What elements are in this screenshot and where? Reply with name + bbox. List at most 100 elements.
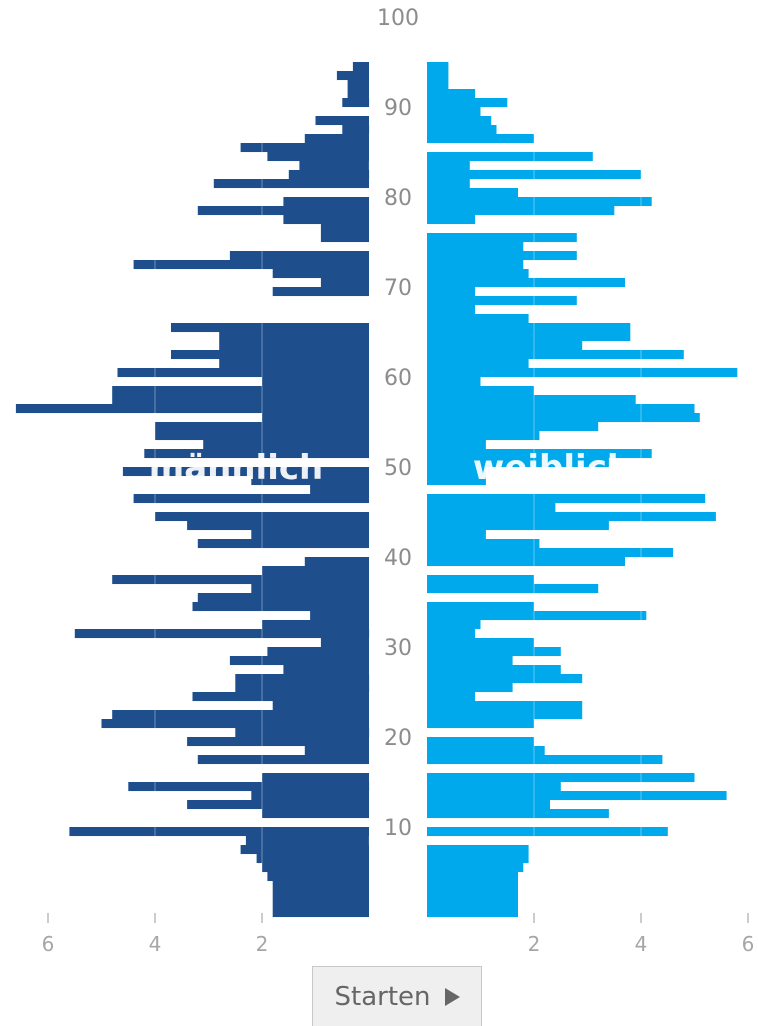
male-bar-age-15 xyxy=(128,782,370,792)
male-bar-age-70 xyxy=(272,287,369,297)
female-bar-age-79 xyxy=(427,206,615,216)
male-bar-age-27 xyxy=(235,674,370,684)
female-bar-age-32 xyxy=(427,629,476,639)
female-bar-age-20 xyxy=(427,737,534,747)
female-bar-age-74 xyxy=(427,251,577,261)
male-bar-age-86 xyxy=(240,143,369,153)
female-bar-age-18 xyxy=(427,755,663,765)
male-bar-age-55 xyxy=(155,422,369,432)
male-bar-age-87 xyxy=(304,134,369,144)
male-bar-age-23 xyxy=(112,710,369,720)
male-bar-age-3 xyxy=(272,890,369,900)
male-bar-age-92 xyxy=(347,89,369,99)
male-bar-age-73 xyxy=(133,260,369,270)
female-bar-age-1 xyxy=(427,908,518,918)
female-bar-age-81 xyxy=(427,188,518,198)
female-bar-age-27 xyxy=(427,674,583,684)
female-bar-age-15 xyxy=(427,782,561,792)
male-bar-age-6 xyxy=(262,863,369,873)
male-bar-age-21 xyxy=(235,728,370,738)
male-bar-age-89 xyxy=(315,116,369,126)
female-bar-age-38 xyxy=(427,575,534,585)
female-bar-age-93 xyxy=(427,80,449,90)
male-bar-age-9 xyxy=(245,836,369,846)
grid-overlay xyxy=(154,60,642,917)
male-bar-age-25 xyxy=(192,692,369,702)
age-tick-label-60: 60 xyxy=(384,366,412,391)
male-bar-age-14 xyxy=(251,791,369,801)
male-bar-age-7 xyxy=(256,854,369,864)
play-icon xyxy=(444,987,460,1006)
age-tick-label-80: 80 xyxy=(384,186,412,211)
male-bar-age-59 xyxy=(112,386,369,396)
female-bar-age-58 xyxy=(427,395,636,405)
x-tick-label-left-6: 6 xyxy=(42,932,55,956)
male-bar-age-43 xyxy=(251,530,369,540)
male-bar-age-31 xyxy=(320,638,369,648)
male-bar-age-34 xyxy=(310,611,369,621)
female-bar-age-34 xyxy=(427,611,647,621)
male-bar-age-42 xyxy=(197,539,369,549)
female-bar-age-56 xyxy=(427,413,700,423)
male-bar-age-10 xyxy=(69,827,370,837)
age-tick-label-30: 30 xyxy=(384,636,412,661)
female-bar-age-80 xyxy=(427,197,652,207)
female-bar-age-63 xyxy=(427,350,684,360)
female-bar-age-10 xyxy=(427,827,668,837)
start-button-label: Starten xyxy=(334,981,431,1012)
female-bar-age-69 xyxy=(427,296,577,306)
female-bar-age-62 xyxy=(427,359,529,369)
male-bar-age-47 xyxy=(133,494,369,504)
female-bar-age-25 xyxy=(427,692,476,702)
male-bar-age-63 xyxy=(171,350,369,360)
female-bar-age-52 xyxy=(427,449,652,459)
male-bar-age-22 xyxy=(101,719,369,729)
start-button[interactable]: Starten xyxy=(312,966,482,1026)
female-bar-age-67 xyxy=(427,314,529,324)
age-tick-label-100: 100 xyxy=(377,6,419,31)
female-bar-age-43 xyxy=(427,530,486,540)
female-bar-age-45 xyxy=(427,512,716,522)
x-tick-label-right-4: 4 xyxy=(635,932,648,956)
female-bar-age-42 xyxy=(427,539,540,549)
female-bar-age-83 xyxy=(427,170,641,180)
female-bar-age-3 xyxy=(427,890,518,900)
male-bar-age-24 xyxy=(272,701,369,711)
female-bar-age-54 xyxy=(427,431,540,441)
male-bar-age-65 xyxy=(219,332,369,342)
male-bar-age-77 xyxy=(320,224,369,234)
female-bar-age-5 xyxy=(427,872,518,882)
female-bar-age-19 xyxy=(427,746,545,756)
female-bar-age-28 xyxy=(427,665,561,675)
male-bar-age-1 xyxy=(272,908,369,918)
male-bar-age-29 xyxy=(229,656,369,666)
bars xyxy=(15,62,738,918)
female-bar-age-85 xyxy=(427,152,593,162)
female-bar-age-90 xyxy=(427,107,481,117)
male-bar-age-82 xyxy=(213,179,369,189)
male-bar-age-35 xyxy=(192,602,369,612)
female-bar-age-37 xyxy=(427,584,599,594)
male-bar-age-19 xyxy=(304,746,369,756)
female-bar-age-71 xyxy=(427,278,625,288)
female-bar-age-89 xyxy=(427,116,492,126)
male-bar-age-30 xyxy=(267,647,369,657)
female-bar-age-91 xyxy=(427,98,508,108)
male-bar-age-28 xyxy=(283,665,369,675)
male-bar-age-60 xyxy=(262,377,369,387)
age-tick-label-90: 90 xyxy=(384,96,412,121)
female-bar-age-14 xyxy=(427,791,727,801)
male-bar-age-50 xyxy=(122,467,370,477)
male-bar-age-78 xyxy=(283,215,369,225)
female-bar-age-49 xyxy=(427,476,486,486)
female-bar-age-7 xyxy=(427,854,529,864)
male-bar-age-37 xyxy=(251,584,369,594)
male-bar-age-93 xyxy=(347,80,369,90)
female-bar-age-24 xyxy=(427,701,583,711)
female-bar-age-47 xyxy=(427,494,706,504)
male-bar-age-95 xyxy=(352,62,369,72)
female-bar-age-64 xyxy=(427,341,583,351)
male-bar-age-5 xyxy=(267,872,369,882)
male-bar-age-44 xyxy=(187,521,369,531)
male-bar-age-49 xyxy=(251,476,369,486)
